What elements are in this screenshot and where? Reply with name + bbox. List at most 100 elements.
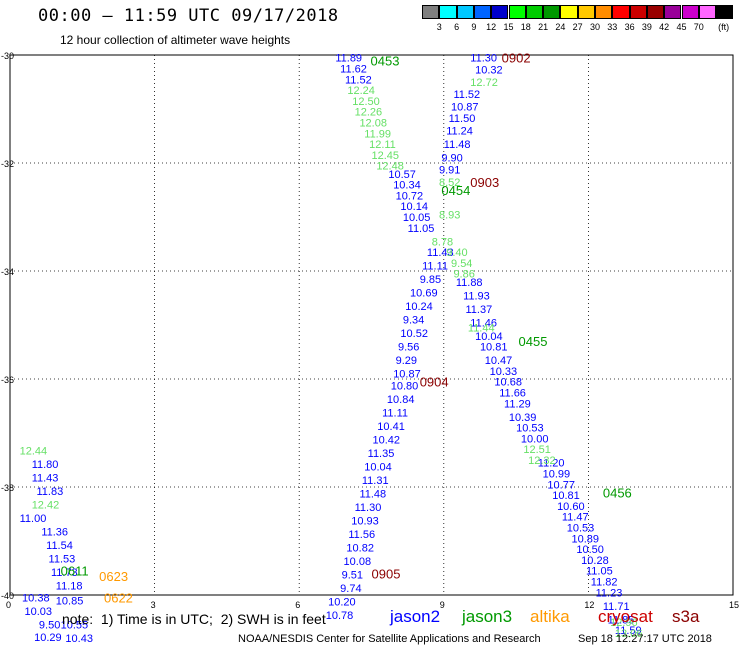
- swh-value-jason2: 11.85: [608, 614, 635, 626]
- swh-value-jason2: 11.23: [596, 587, 623, 599]
- swh-value-jason2: 11.36: [41, 526, 68, 538]
- colorbar-swatch: [698, 5, 717, 19]
- colorbar-label: 15: [503, 22, 514, 32]
- colorbar-label: 9: [471, 22, 477, 32]
- pass-time-label: 0903: [470, 175, 499, 190]
- swh-value-jason2: 11.48: [444, 139, 471, 151]
- swh-value-jason3: 12.48: [376, 161, 404, 173]
- swh-value-jason2: 11.83: [37, 486, 64, 498]
- timestamp: Sep 18 12:27:17 UTC 2018: [578, 633, 712, 645]
- colorbar-label: 6: [454, 22, 460, 32]
- colorbar-swatch: [422, 5, 440, 19]
- swh-value-jason3: 11.99: [364, 128, 391, 140]
- swh-value-jason2: 10.38: [22, 593, 50, 605]
- swh-value-jason2: 10.80: [391, 380, 419, 392]
- credit-line: NOAA/NESDIS Center for Satellite Applica…: [238, 633, 541, 645]
- colorbar-label: 45: [676, 22, 687, 32]
- swh-value-jason2: 10.77: [547, 479, 575, 491]
- swh-value-jason2: 10.89: [572, 533, 600, 545]
- swh-value-jason2: 11.52: [453, 89, 480, 101]
- colorbar-label: 42: [659, 22, 670, 32]
- swh-value-jason2: 10.00: [521, 433, 549, 445]
- swh-value-jason3: 12.11: [369, 139, 396, 151]
- swh-value-jason3: 12.24: [347, 85, 375, 97]
- swh-value-jason2: 9.29: [396, 355, 417, 367]
- swh-value-jason2: 9.90: [441, 153, 462, 165]
- swh-value-jason2: 11.53: [49, 553, 76, 565]
- footer-note: note: 1) Time is in UTC; 2) SWH is in fe…: [62, 611, 326, 627]
- swh-value-jason3: 12.44: [20, 445, 48, 457]
- swh-value-jason2: 11.35: [368, 448, 395, 460]
- x-tick-label: 6: [295, 600, 300, 610]
- colorbar-swatch: [473, 5, 492, 19]
- swh-value-jason2: 11.88: [456, 277, 483, 289]
- swh-value-jason2: 10.39: [509, 412, 537, 424]
- swh-value-jason2: 11.56: [348, 529, 375, 541]
- legend-cryosat: cryosat: [598, 607, 653, 626]
- swh-value-jason2: 10.87: [393, 369, 421, 381]
- swh-value-jason2: 10.43: [65, 633, 93, 645]
- chart-subtitle: 12 hour collection of altimeter wave hei…: [60, 33, 291, 47]
- swh-value-jason2: 10.42: [372, 434, 400, 446]
- legend-jason2: jason2: [390, 607, 441, 626]
- swh-value-jason2: 11.43: [427, 247, 454, 259]
- swh-value-jason2: 10.69: [410, 288, 438, 300]
- swh-value-jason3: 9.86: [453, 269, 474, 281]
- swh-value-jason2: 9.34: [403, 315, 424, 327]
- swh-value-jason2: 9.91: [439, 164, 460, 176]
- colorbar-swatch: [525, 5, 544, 19]
- colorbar-swatch: [491, 5, 509, 19]
- colorbar-swatch: [681, 5, 699, 19]
- swh-value-jason3: 12.42: [32, 499, 60, 511]
- swh-value-jason2: 10.05: [403, 212, 431, 224]
- swh-value-jason2: 11.24: [446, 126, 473, 138]
- swh-value-jason2: 10.81: [480, 342, 508, 354]
- swh-value-jason3: 12.26: [355, 107, 383, 119]
- y-tick-label: -38: [1, 483, 14, 493]
- swh-value-jason2: 11.50: [449, 113, 476, 125]
- swh-value-jason2: 10.47: [485, 355, 513, 367]
- swh-value-jason2: 10.24: [405, 301, 433, 313]
- swh-value-jason3: 12.50: [352, 96, 380, 108]
- swh-value-jason2: 11.80: [32, 459, 59, 471]
- colorbar-swatch: [629, 5, 647, 19]
- colorbar-swatch: [664, 5, 682, 19]
- swh-value-jason3: 12.45: [372, 150, 400, 162]
- swh-value-jason2: 10.28: [581, 555, 609, 567]
- swh-value-jason3: 8.93: [439, 209, 460, 221]
- swh-value-jason2: 11.29: [504, 398, 531, 410]
- swh-value-jason2: 10.50: [576, 544, 604, 556]
- swh-value-jason2: 10.52: [400, 328, 428, 340]
- x-tick-label: 12: [584, 600, 594, 610]
- y-tick-label: -40: [1, 591, 14, 601]
- colorbar-swatch: [560, 5, 578, 19]
- swh-value-jason2: 11.62: [340, 64, 367, 76]
- swh-value-jason2: 11.46: [470, 317, 497, 329]
- pass-time-label: 0905: [372, 566, 401, 581]
- swh-value-jason2: 11.47: [562, 512, 589, 524]
- legend-altika: altika: [530, 607, 570, 626]
- x-tick-label: 0: [6, 600, 11, 610]
- colorbar-label: 3: [436, 22, 442, 32]
- swh-value-jason2: 11.43: [32, 472, 59, 484]
- swh-value-jason3: 9.40: [446, 247, 467, 259]
- colorbar-label: 27: [572, 22, 583, 32]
- swh-value-jason3: 12.72: [470, 77, 498, 89]
- swh-value-jason2: 10.03: [24, 606, 52, 618]
- swh-value-jason2: 9.56: [398, 342, 419, 354]
- swh-value-jason2: 11.00: [20, 513, 47, 525]
- y-tick-label: -34: [1, 267, 14, 277]
- colorbar-swatch: [716, 5, 734, 19]
- swh-value-jason2: 10.87: [451, 101, 479, 113]
- swh-value-jason2: 10.08: [344, 556, 372, 568]
- legend-jason3: jason3: [462, 607, 513, 626]
- swh-value-jason3: 8.78: [432, 236, 453, 248]
- x-tick-label: 3: [151, 600, 156, 610]
- colorbar-label: 18: [520, 22, 531, 32]
- swh-value-jason2: 10.93: [351, 515, 379, 527]
- colorbar-swatch: [577, 5, 595, 19]
- pass-time-label: 0622: [104, 591, 133, 606]
- swh-value-jason2: 10.34: [393, 180, 421, 192]
- colorbar-swatch: [439, 5, 457, 19]
